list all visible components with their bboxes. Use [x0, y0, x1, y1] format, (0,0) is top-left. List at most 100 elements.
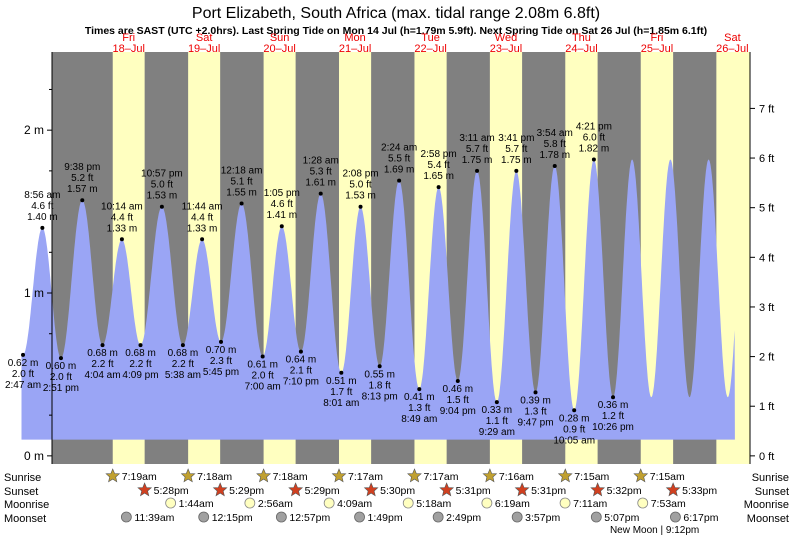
- tide-label: 1.1 ft: [486, 416, 508, 427]
- tide-label: 5:38 am: [165, 370, 201, 381]
- high-tide-point: [200, 237, 205, 242]
- moonrise-icon: [637, 497, 649, 509]
- high-tide-point: [40, 225, 45, 230]
- moonrise-icon: [402, 497, 414, 509]
- tide-area: [21, 159, 735, 440]
- day-date: 21–Jul: [339, 43, 371, 55]
- sunrise-row-label-right: Sunrise: [752, 472, 789, 484]
- tide-label: 1.40 m: [27, 212, 58, 223]
- day-date: 25–Jul: [641, 43, 673, 55]
- tide-label: 0.39 m: [520, 395, 551, 406]
- sunrise-time: 7:19am: [122, 471, 157, 483]
- low-tide-point: [417, 387, 422, 392]
- low-tide-point: [339, 370, 344, 375]
- sunset-time: 5:30pm: [380, 485, 415, 497]
- sunrise-time: 7:16am: [499, 471, 534, 483]
- moonrise-time: 5:18am: [416, 498, 451, 510]
- left-tick-label: 1 m: [24, 286, 44, 300]
- tide-label: 7:00 am: [245, 382, 281, 393]
- tide-label: 8:13 pm: [362, 391, 398, 402]
- sunrise-time: 7:17am: [423, 471, 458, 483]
- moonset-time: 12:15pm: [212, 512, 253, 524]
- moonset-icon: [198, 511, 210, 523]
- sunrise-time: 7:18am: [273, 471, 308, 483]
- tide-curve: [21, 159, 735, 440]
- tide-label: 2.1 ft: [290, 366, 312, 377]
- right-tick-label: 6 ft: [759, 153, 774, 165]
- day-weekday: Sun: [270, 32, 290, 44]
- tide-label: 0.46 m: [443, 384, 474, 395]
- high-tide-point: [119, 237, 124, 242]
- day-weekday: Fri: [651, 32, 664, 44]
- tide-label: 0.51 m: [326, 376, 357, 387]
- tide-label: 3:11 am: [459, 133, 494, 144]
- tide-labels: 0.62 m2.0 ft2:47 am8:56 am4.6 ft1.40 m0.…: [5, 121, 634, 446]
- tide-label: 0.9 ft: [563, 424, 585, 435]
- sunrise-star-icon: [557, 468, 573, 483]
- tide-label: 10:14 am: [101, 201, 143, 212]
- moonrise-icon: [559, 497, 571, 509]
- sunrise-time: 7:17am: [348, 471, 383, 483]
- sunrise-star-icon: [407, 468, 422, 483]
- sunset-time: 5:29pm: [305, 485, 340, 497]
- day-date: 22–Jul: [414, 43, 446, 55]
- tide-label: 3:41 pm: [498, 133, 534, 144]
- sunset-time: 5:31pm: [456, 485, 491, 497]
- tide-label: 1.3 ft: [524, 406, 546, 417]
- axes: 0 m 1 m 2 m 0 ft 1 ft 2 ft 3 ft 4 ft 5 ft 6 ft 7 f…: [24, 52, 774, 464]
- tide-label: 4.6 ft: [31, 201, 53, 212]
- tide-label: 2.2 ft: [91, 359, 113, 370]
- tide-label: 0.70 m: [206, 345, 237, 356]
- sunset-star-icon: [212, 482, 228, 497]
- right-tick-label: 7 ft: [759, 103, 774, 115]
- high-tide-point: [358, 204, 363, 209]
- day-weekday: Sat: [724, 32, 741, 44]
- day-weekday: Wed: [495, 32, 517, 44]
- tide-label: 4.4 ft: [191, 212, 213, 223]
- low-tide-point: [572, 408, 577, 413]
- day-weekday: Sat: [196, 32, 213, 44]
- tide-label: 2:24 am: [381, 143, 417, 154]
- tide-label: 9:29 am: [479, 427, 515, 438]
- day-weekday: Thu: [572, 32, 591, 44]
- sunset-time: 5:29pm: [229, 485, 264, 497]
- tide-label: 1.33 m: [187, 223, 218, 234]
- tide-label: 0.60 m: [46, 361, 77, 372]
- day-date: 26–Jul: [716, 43, 748, 55]
- moonset-time: 12:57pm: [289, 512, 330, 524]
- tide-label: 1.75 m: [462, 155, 493, 166]
- sunset-star-icon: [514, 482, 530, 497]
- tide-label: 5.0 ft: [151, 180, 173, 191]
- tide-label: 0.68 m: [87, 348, 118, 359]
- high-tide-point: [279, 224, 284, 229]
- tide-label: 2:58 pm: [421, 149, 457, 160]
- moonrise-row-label-left: Moonrise: [4, 499, 49, 511]
- tide-label: 10:05 am: [553, 435, 595, 446]
- sunrise-star-icon: [256, 468, 272, 483]
- low-tide-point: [298, 349, 303, 354]
- chart-subtitle: Times are SAST (UTC +2.0hrs). Last Sprin…: [85, 25, 707, 37]
- tide-label: 0.41 m: [404, 392, 435, 403]
- moonset-icon: [670, 511, 681, 523]
- tide-label: 1:05 pm: [264, 188, 300, 199]
- sunrise-star-icon: [180, 468, 196, 483]
- tide-label: 10:57 pm: [141, 169, 183, 180]
- tide-label: 5.5 ft: [388, 154, 410, 165]
- sunrise-star-icon: [331, 468, 347, 483]
- sunset-row-label-left: Sunset: [4, 486, 38, 498]
- tide-label: 1.61 m: [305, 178, 336, 189]
- moonrise-icon: [244, 497, 256, 509]
- tide-label: 2.3 ft: [210, 356, 232, 367]
- tide-label: 2.0 ft: [252, 371, 274, 382]
- high-tide-point: [591, 157, 596, 162]
- tide-label: 0.55 m: [364, 369, 395, 380]
- high-tide-point: [318, 191, 323, 196]
- sunset-star-icon: [363, 482, 379, 497]
- tide-label: 3:54 am: [537, 128, 573, 139]
- tide-label: 5.3 ft: [310, 167, 332, 178]
- tide-label: 5.4 ft: [427, 160, 449, 171]
- tide-label: 0.33 m: [482, 405, 513, 416]
- moonrise-time: 2:56am: [258, 498, 293, 510]
- tide-label: 5:45 pm: [203, 367, 239, 378]
